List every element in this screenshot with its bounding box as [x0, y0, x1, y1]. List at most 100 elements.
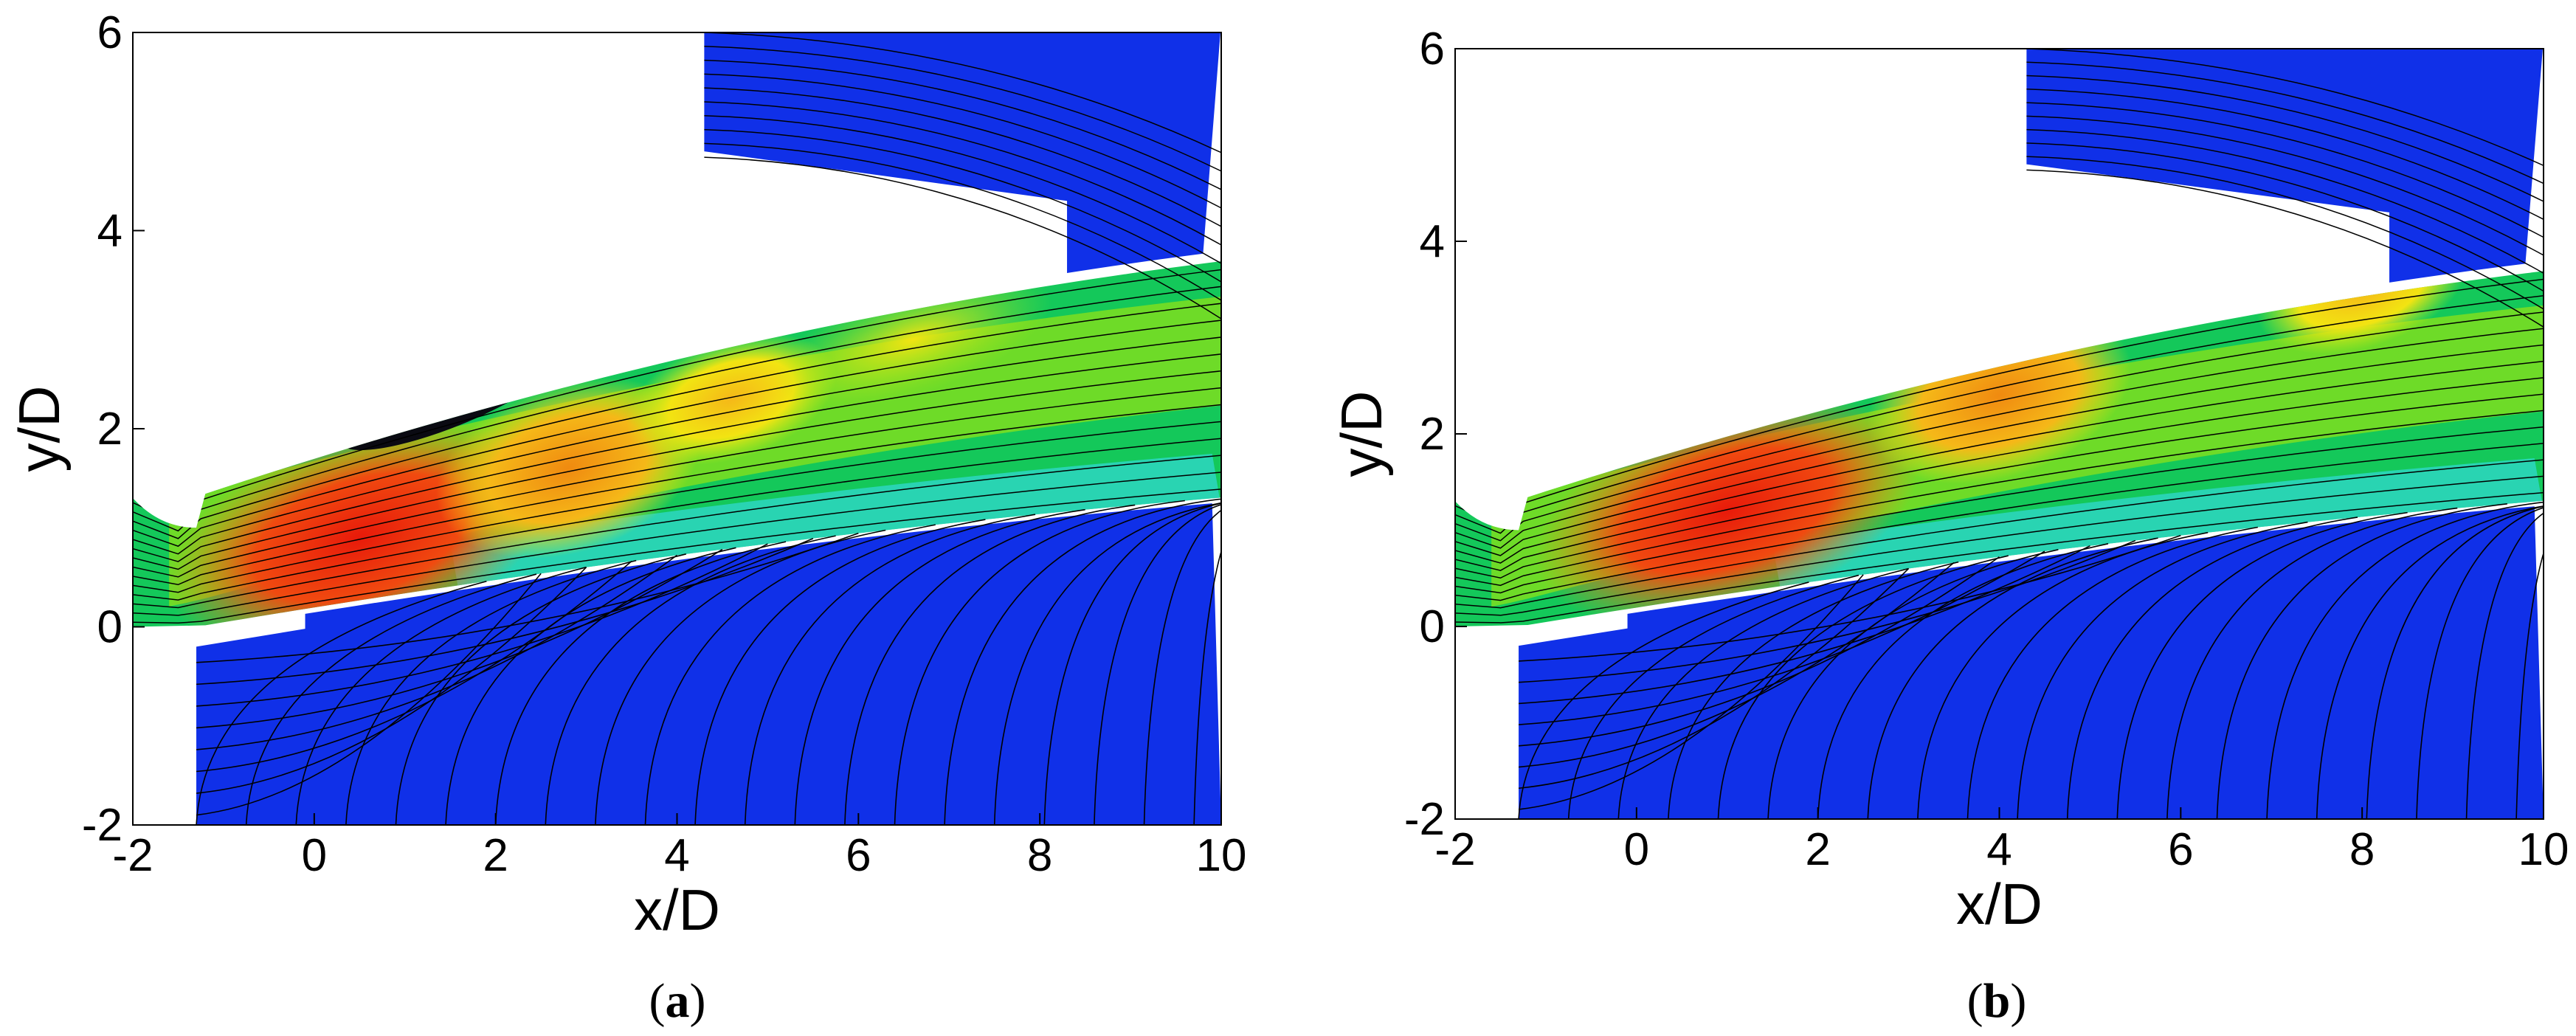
x-tick-label-6: 10	[1196, 830, 1247, 881]
streamline-jet-11	[133, 320, 1221, 548]
streamline-left-1	[196, 573, 542, 816]
streamline-jet-6	[133, 404, 1221, 586]
streamline-left-1	[1518, 574, 1864, 810]
streamline-left-8	[196, 532, 859, 663]
streamline-lower-4	[1668, 561, 1959, 819]
streamline-upper-1	[704, 32, 1221, 153]
panel-a-caption: (a)	[649, 974, 706, 1028]
streamline-left-5	[196, 548, 723, 729]
streamline-left-3	[196, 560, 632, 773]
streamline-lower-15	[894, 500, 1185, 825]
streamline-jet-7	[133, 387, 1221, 578]
streamline-upper-8	[704, 128, 1221, 283]
streamline-lower-10	[1966, 526, 2258, 819]
streamline-jet-9	[133, 353, 1221, 562]
y-tick-label-0: -2	[82, 800, 122, 851]
streamline-lower-20	[2465, 512, 2544, 819]
streamline-jet-8	[1455, 377, 2544, 571]
streamline-jet-10	[133, 336, 1221, 555]
streamline-jet-3	[1455, 459, 2544, 609]
streamline-lower-17	[993, 502, 1221, 825]
streamline-upper-6	[704, 101, 1221, 246]
x-tick-label-4: 6	[2168, 824, 2193, 875]
y-tick-label-1: 0	[97, 602, 122, 653]
freestream-lower-region	[1519, 506, 2544, 819]
panel-a-x-ticks: -2 0 2 4 6 8 10	[112, 813, 1246, 881]
freestream-lower-region	[196, 503, 1221, 825]
streamline-upper-3	[704, 59, 1221, 190]
panel-b: -2 0 2 4 6 8 10 -2 0 2 4 6 x/D y/D	[1329, 24, 2576, 936]
streamline-jet-5	[1455, 426, 2544, 594]
x-tick-label-0: -2	[1434, 824, 1475, 875]
streamline-lower-12	[744, 514, 1036, 825]
streamlines-jet	[133, 269, 1221, 624]
streamline-left-4	[1518, 556, 2000, 747]
panel-a-x-axis-label: x/D	[634, 877, 720, 942]
streamline-jet-8	[133, 370, 1221, 570]
y-tick-label-3: 4	[97, 206, 122, 257]
streamline-upper-4	[2026, 89, 2544, 221]
recirculation-core	[435, 378, 479, 404]
y-tick-label-0: -2	[1404, 794, 1445, 845]
streamline-lower-11	[2017, 521, 2308, 819]
streamline-upper-6	[2026, 115, 2544, 256]
streamlines-upper	[2026, 49, 2544, 328]
streamline-lower-12	[2066, 517, 2358, 819]
streamline-upper-7	[704, 115, 1221, 264]
streamline-lower-19	[2416, 507, 2544, 819]
streamline-left-7	[1518, 539, 2136, 683]
streamline-lower-7	[1817, 543, 2109, 819]
streamline-left-6	[196, 543, 768, 707]
streamline-lower-19	[1094, 504, 1221, 825]
streamline-lower-13	[794, 508, 1085, 825]
streamline-jet-3	[133, 455, 1221, 609]
streamline-jet-10	[1455, 344, 2544, 556]
panel-a: -2 0 2 4 6 8 10 -2 0 2 4 6 x/D y/D	[7, 7, 1246, 942]
streamline-lower-14	[2166, 507, 2458, 819]
streamline-lower-6	[1767, 549, 2059, 819]
streamline-lower-18	[2366, 505, 2544, 819]
streamline-upper-7	[2026, 128, 2544, 274]
streamline-lower-6	[445, 547, 736, 825]
panel-b-caption: (b)	[1967, 974, 2027, 1028]
panel-a-y-ticks: -2 0 2 4 6	[82, 7, 145, 851]
streamline-upper-9	[704, 142, 1221, 301]
streamline-jet-14	[1455, 278, 2544, 527]
streamline-lower-14	[844, 504, 1136, 825]
x-tick-label-0: -2	[112, 830, 153, 881]
streamline-upper-2	[2026, 61, 2544, 184]
streamline-jet-4	[133, 438, 1221, 601]
x-tick-label-4: 6	[846, 830, 871, 881]
streamline-lower-8	[1867, 537, 2158, 819]
panel-a-plot-area	[133, 32, 1221, 825]
streamline-jet-13	[133, 286, 1221, 532]
streamline-lower-1	[1518, 581, 1809, 819]
streamline-lower-11	[694, 519, 986, 825]
streamline-jet-12	[133, 303, 1221, 539]
panel-b-x-axis-label: x/D	[1956, 871, 2043, 936]
streamline-lower-2	[245, 573, 537, 825]
streamline-lower-20	[1143, 509, 1221, 825]
streamline-jet-4	[1455, 443, 2544, 601]
x-tick-label-5: 8	[2349, 824, 2375, 875]
streamline-left-5	[1518, 550, 2045, 725]
streamline-lower-13	[2116, 511, 2408, 819]
y-tick-label-1: 0	[1420, 601, 1445, 652]
panel-a-caption-letter: a	[666, 974, 690, 1028]
streamlines-lower	[1518, 499, 2576, 819]
streamline-upper-8	[2026, 142, 2544, 292]
streamline-lower-2	[1567, 574, 1860, 819]
streamline-left-6	[1518, 545, 2090, 705]
panel-b-plot-area	[1455, 49, 2576, 819]
streamline-jet-6	[1455, 410, 2544, 587]
streamline-left-3	[1518, 562, 1955, 768]
recirculation-core	[1848, 346, 1891, 371]
streamline-lower-22	[2566, 499, 2576, 819]
panel-b-caption-letter: b	[1983, 974, 2011, 1028]
streamline-left-7	[196, 537, 814, 686]
panel-b-y-ticks: -2 0 2 4 6	[1404, 24, 1467, 845]
streamlines-jet	[1455, 278, 2544, 624]
streamline-jet-12	[1455, 311, 2544, 542]
streamline-upper-4	[704, 73, 1221, 209]
